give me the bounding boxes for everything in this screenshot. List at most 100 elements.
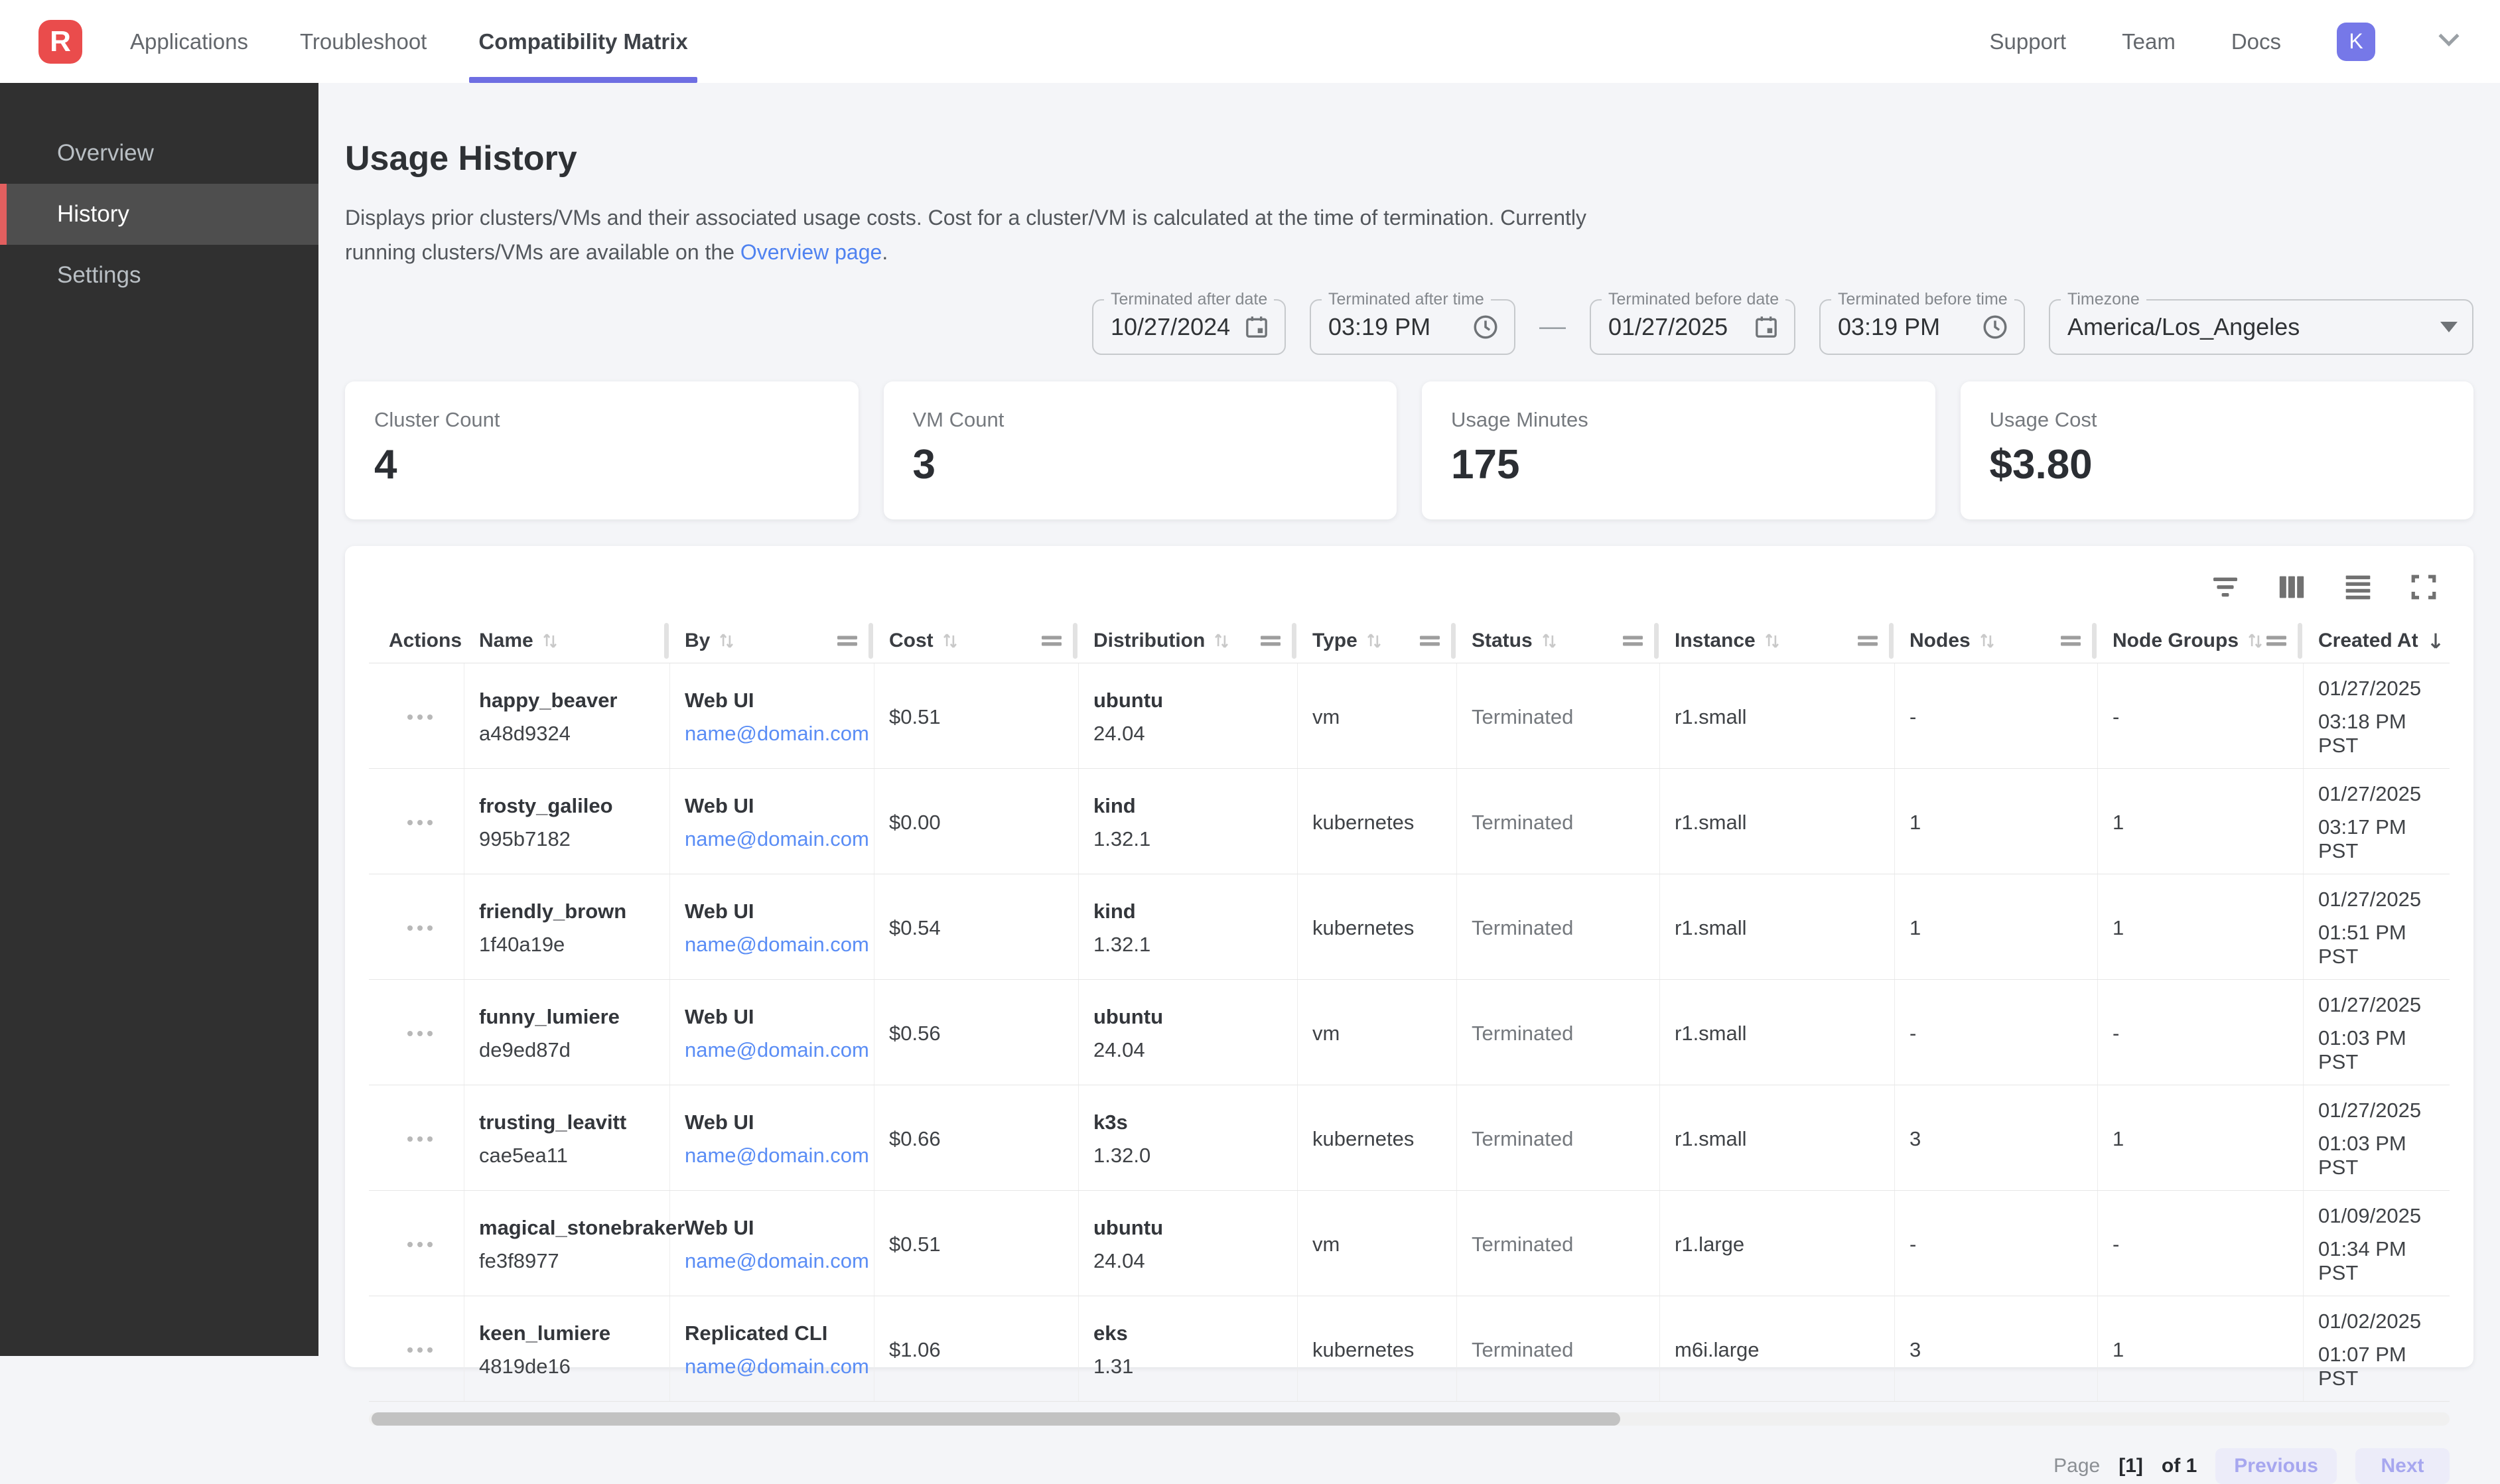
instance-cell: r1.small (1660, 979, 1895, 1085)
email-link[interactable]: name@domain.com (685, 1354, 869, 1378)
stat-value: 4 (374, 441, 397, 488)
node-groups-cell: 1 (2098, 1085, 2304, 1190)
field-label: Terminated after time (1322, 289, 1491, 309)
table-row[interactable]: magical_stonebraker fe3f8977 Web UI name@d… (369, 1190, 2450, 1296)
nav-link-docs[interactable]: Docs (2231, 29, 2281, 54)
nav-tab-compatibility-matrix[interactable]: Compatibility Matrix (469, 0, 698, 83)
sort-icon (1367, 634, 1381, 648)
instance-cell: m6i.large (1660, 1296, 1895, 1401)
row-actions-button[interactable] (407, 919, 433, 937)
column-header-by[interactable]: By (670, 619, 874, 663)
column-menu-icon[interactable] (1858, 635, 1878, 647)
sidebar-item-overview[interactable]: Overview (57, 140, 154, 166)
nav-tab-troubleshoot[interactable]: Troubleshoot (299, 29, 427, 54)
column-menu-icon[interactable] (1261, 635, 1281, 647)
stat-value: $3.80 (1989, 441, 2093, 488)
app-logo[interactable]: R (38, 19, 82, 64)
user-avatar[interactable]: K (2337, 22, 2375, 61)
timezone-select[interactable]: Timezone America/Los_Angeles (2049, 289, 2473, 355)
terminated-before-time-field[interactable]: Terminated before time 03:19 PM (1819, 289, 2025, 355)
stat-label: Cluster Count (374, 407, 500, 431)
column-menu-icon[interactable] (1042, 635, 1062, 647)
created-at-cell: 01/02/2025 01:07 PM PST (2318, 1309, 2422, 1390)
horizontal-scrollbar-track[interactable] (369, 1412, 2450, 1426)
column-menu-icon[interactable] (2266, 635, 2286, 647)
description-text: Displays prior clusters/VMs and their as… (345, 206, 1586, 264)
name-cell: magical_stonebraker fe3f8977 (464, 1190, 685, 1296)
row-actions-button[interactable] (407, 1341, 433, 1359)
nav-link-support[interactable]: Support (1989, 29, 2067, 54)
email-link[interactable]: name@domain.com (685, 1143, 869, 1167)
previous-page-button[interactable]: Previous (2215, 1448, 2337, 1484)
row-actions-button[interactable] (407, 1130, 433, 1148)
column-header-node-groups[interactable]: Node Groups (2098, 619, 2304, 663)
column-header-nodes[interactable]: Nodes (1895, 619, 2098, 663)
row-actions-button[interactable] (407, 708, 433, 726)
clock-icon[interactable] (1981, 313, 2009, 341)
horizontal-scrollbar-thumb[interactable] (372, 1412, 1620, 1426)
fullscreen-icon[interactable] (2410, 573, 2438, 601)
table-row[interactable]: friendly_brown 1f40a19e Web UI name@domain… (369, 874, 2450, 980)
terminated-before-date-field[interactable]: Terminated before date 01/27/2025 (1590, 289, 1795, 355)
row-actions-button[interactable] (407, 813, 433, 832)
calendar-icon[interactable] (1243, 314, 1270, 340)
column-header-type[interactable]: Type (1298, 619, 1457, 663)
next-page-button[interactable]: Next (2355, 1448, 2450, 1484)
email-link[interactable]: name@domain.com (685, 1038, 869, 1061)
by-cell: Web UI name@domain.com (670, 1085, 874, 1190)
column-menu-icon[interactable] (1623, 635, 1643, 647)
terminated-after-date-field[interactable]: Terminated after date 10/27/2024 (1092, 289, 1286, 355)
table-row[interactable]: keen_lumiere 4819de16 Replicated CLI name@… (369, 1296, 2450, 1402)
sidebar-item-history[interactable]: History (0, 184, 318, 245)
email-link[interactable]: name@domain.com (685, 721, 869, 745)
filter-icon[interactable] (2211, 575, 2240, 599)
node-groups-cell: - (2098, 1190, 2304, 1296)
column-menu-icon[interactable] (2061, 635, 2081, 647)
name-cell: keen_lumiere 4819de16 (464, 1296, 670, 1401)
column-header-status[interactable]: Status (1457, 619, 1660, 663)
email-link[interactable]: name@domain.com (685, 1248, 869, 1272)
sidebar-item-settings[interactable]: Settings (57, 262, 141, 288)
nav-link-team[interactable]: Team (2122, 29, 2176, 54)
overview-page-link[interactable]: Overview page (740, 239, 882, 264)
table-row[interactable]: trusting_leavitt cae5ea11 Web UI name@doma… (369, 1085, 2450, 1191)
distribution-cell: ubuntu 24.04 (1079, 979, 1298, 1085)
column-menu-icon[interactable] (1420, 635, 1440, 647)
column-menu-icon[interactable] (837, 635, 857, 647)
cost-cell: $0.51 (874, 663, 1079, 768)
table-row[interactable]: funny_lumiere de9ed87d Web UI name@domain.… (369, 979, 2450, 1085)
row-actions-button[interactable] (407, 1024, 433, 1043)
cost-cell: $0.56 (874, 979, 1079, 1085)
calendar-icon[interactable] (1753, 314, 1779, 340)
primary-nav: Applications Troubleshoot Compatibility … (130, 0, 698, 83)
column-header-name[interactable]: Name (464, 619, 670, 663)
nodes-cell: - (1895, 1190, 2098, 1296)
stat-label: VM Count (912, 407, 1005, 431)
row-actions-cell (369, 768, 464, 874)
cost-cell: $0.54 (874, 874, 1079, 979)
cost-cell: $1.06 (874, 1296, 1079, 1401)
table-row[interactable]: frosty_galileo 995b7182 Web UI name@domain… (369, 768, 2450, 874)
status-cell: Terminated (1457, 1085, 1660, 1190)
email-link[interactable]: name@domain.com (685, 932, 869, 956)
distribution-cell: eks 1.31 (1079, 1296, 1298, 1401)
column-header-instance[interactable]: Instance (1660, 619, 1895, 663)
clock-icon[interactable] (1472, 313, 1499, 341)
terminated-after-time-field[interactable]: Terminated after time 03:19 PM (1310, 289, 1515, 355)
columns-icon[interactable] (2277, 574, 2306, 600)
column-header-created-at[interactable]: Created At (2304, 619, 2450, 663)
field-value: 03:19 PM (1328, 312, 1431, 340)
instance-cell: r1.small (1660, 768, 1895, 874)
status-cell: Terminated (1457, 1296, 1660, 1401)
email-link[interactable]: name@domain.com (685, 827, 869, 850)
column-header-distribution[interactable]: Distribution (1079, 619, 1298, 663)
row-actions-button[interactable] (407, 1235, 433, 1254)
usage-table: Actions Name By Cost Distribution Type (369, 619, 2450, 1402)
sort-icon (943, 634, 957, 648)
density-icon[interactable] (2343, 573, 2373, 602)
table-row[interactable]: happy_beaver a48d9324 Web UI name@domain.c… (369, 663, 2450, 769)
column-header-cost[interactable]: Cost (874, 619, 1079, 663)
nav-tab-applications[interactable]: Applications (130, 29, 248, 54)
caret-down-icon[interactable] (2440, 321, 2458, 332)
chevron-down-icon[interactable] (2438, 25, 2460, 46)
